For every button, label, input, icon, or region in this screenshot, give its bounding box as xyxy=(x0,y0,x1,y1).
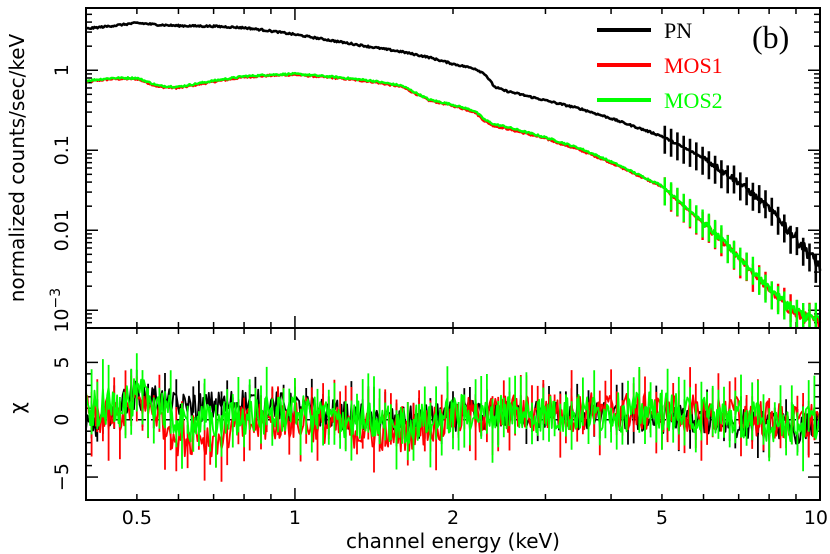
spectrum-line-mos2 xyxy=(85,71,822,328)
x-axis-label: channel energy (keV) xyxy=(346,529,560,553)
chi-tick-label: −5 xyxy=(51,463,73,491)
y-tick-label: 1 xyxy=(51,64,73,76)
legend-label-mos2: MOS2 xyxy=(664,88,723,113)
y-tick-label: 0.01 xyxy=(51,209,73,251)
residual-panel-frame xyxy=(85,327,821,501)
y-tick-label: 10−3 xyxy=(48,288,73,333)
x-tick-label: 0.5 xyxy=(122,507,152,529)
chi-tick-label: 5 xyxy=(51,356,73,368)
legend: PN MOS1 MOS2 xyxy=(597,18,723,113)
legend-label-mos1: MOS1 xyxy=(664,53,723,78)
x-tick-label: 5 xyxy=(656,507,668,529)
y-tick-label: 0.1 xyxy=(51,135,73,165)
spectrum-line-pn xyxy=(85,21,822,283)
x-tick-label: 10 xyxy=(804,507,828,529)
x-tick-label: 1 xyxy=(289,507,301,529)
spectrum-series-pn xyxy=(85,21,822,283)
panel-label: (b) xyxy=(752,19,789,55)
spectrum-series-mos2 xyxy=(85,71,822,328)
legend-label-pn: PN xyxy=(664,18,692,43)
spectrum-panel: 10−3 0.01 0.1 1 normalized counts/sec/keV (… xyxy=(5,7,822,333)
residual-panel: −5 0 5 0.5 1 2 5 10 χ channel energy (keV) xyxy=(5,327,828,553)
chi-tick-label: 0 xyxy=(51,414,73,426)
y-axis-label: normalized counts/sec/keV xyxy=(5,33,29,302)
x-tick-label: 2 xyxy=(447,507,459,529)
chi-axis-label: χ xyxy=(5,402,29,414)
